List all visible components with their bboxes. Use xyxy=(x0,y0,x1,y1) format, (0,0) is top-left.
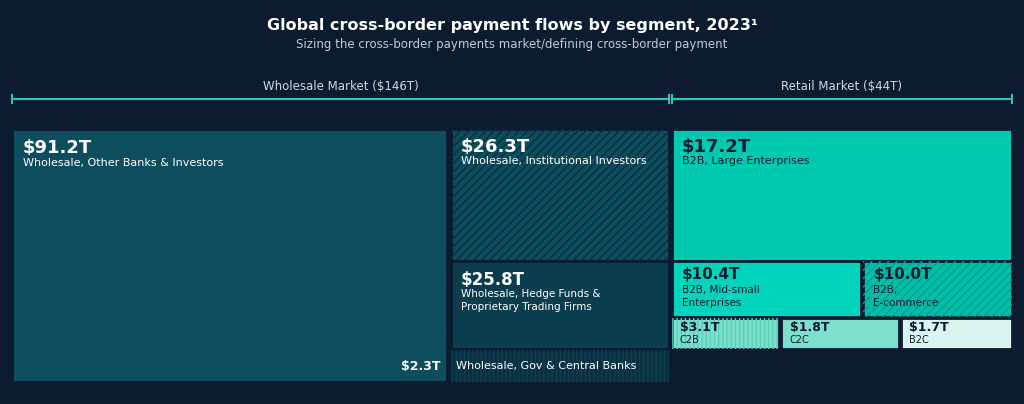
Text: $1.7T: $1.7T xyxy=(909,321,949,334)
Text: Retail Market ($44T): Retail Market ($44T) xyxy=(781,80,902,93)
Text: C2C: C2C xyxy=(790,335,809,345)
Bar xyxy=(672,318,779,349)
Text: $10.4T: $10.4T xyxy=(682,267,740,282)
Text: Wholesale, Hedge Funds &
Proprietary Trading Firms: Wholesale, Hedge Funds & Proprietary Tra… xyxy=(461,289,600,312)
Text: $3.1T: $3.1T xyxy=(680,321,720,334)
Bar xyxy=(12,129,447,382)
Text: $91.2T: $91.2T xyxy=(23,139,92,158)
Bar xyxy=(781,318,899,349)
Bar xyxy=(672,261,861,317)
Text: $26.3T: $26.3T xyxy=(461,138,530,156)
Text: Global cross-border payment flows by segment, 2023¹: Global cross-border payment flows by seg… xyxy=(266,18,758,33)
Bar xyxy=(451,129,669,261)
Bar xyxy=(451,129,669,261)
Text: Wholesale, Institutional Investors: Wholesale, Institutional Investors xyxy=(461,156,646,166)
Text: $25.8T: $25.8T xyxy=(461,271,524,289)
Text: $10.0T: $10.0T xyxy=(873,267,932,282)
Text: $2.3T: $2.3T xyxy=(400,360,440,372)
Bar xyxy=(863,261,1012,317)
Text: Wholesale Market ($146T): Wholesale Market ($146T) xyxy=(262,80,419,93)
Bar xyxy=(672,318,779,349)
Text: $1.8T: $1.8T xyxy=(790,321,829,334)
Bar xyxy=(451,261,669,349)
Text: B2B, Large Enterprises: B2B, Large Enterprises xyxy=(682,156,810,166)
Bar xyxy=(451,350,669,382)
Text: B2C: B2C xyxy=(909,335,929,345)
Text: C2B: C2B xyxy=(680,335,699,345)
Bar xyxy=(863,261,1012,317)
Text: B2B, Mid-small
Enterprises: B2B, Mid-small Enterprises xyxy=(682,285,760,308)
Text: B2B,
E-commerce: B2B, E-commerce xyxy=(873,285,939,308)
Text: Wholesale, Other Banks & Investors: Wholesale, Other Banks & Investors xyxy=(23,158,223,168)
Text: Wholesale, Gov & Central Banks: Wholesale, Gov & Central Banks xyxy=(456,361,636,371)
Bar xyxy=(672,129,1012,261)
Bar xyxy=(901,318,1012,349)
Bar xyxy=(451,350,669,382)
Text: Sizing the cross-border payments market/defining cross-border payment: Sizing the cross-border payments market/… xyxy=(296,38,728,51)
Text: $17.2T: $17.2T xyxy=(682,138,752,156)
